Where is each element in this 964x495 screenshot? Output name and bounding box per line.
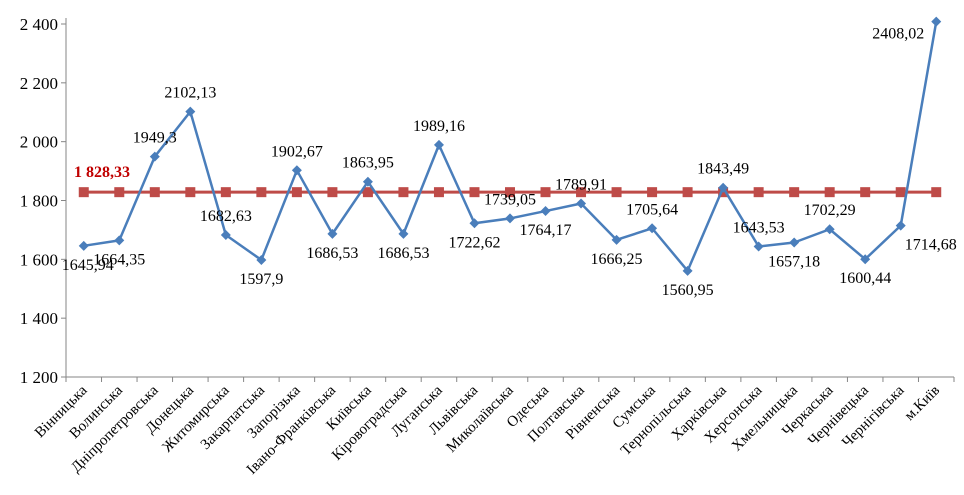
- data-label: 1764,17: [520, 222, 572, 239]
- data-label: 1714,68: [905, 237, 957, 254]
- series-marker: [647, 223, 658, 234]
- series-marker: [576, 198, 587, 209]
- data-label: 1705,64: [626, 201, 678, 218]
- y-tick-label: 2 400: [20, 15, 58, 34]
- average-marker: [824, 187, 835, 198]
- series-marker: [682, 265, 693, 276]
- average-marker: [540, 187, 551, 198]
- average-marker: [753, 187, 764, 198]
- average-marker: [149, 187, 160, 198]
- series-marker: [718, 182, 729, 193]
- series-marker: [433, 139, 444, 150]
- series-marker: [78, 240, 89, 251]
- average-marker: [647, 187, 658, 198]
- series-marker: [611, 234, 622, 245]
- average-marker: [185, 187, 196, 198]
- average-marker: [220, 187, 231, 198]
- data-label: 1664,35: [93, 251, 145, 268]
- data-label: 1843,49: [697, 161, 749, 178]
- average-marker: [327, 187, 338, 198]
- data-label: 1597,9: [239, 271, 283, 288]
- data-label: 1643,53: [733, 220, 785, 237]
- average-marker: [291, 187, 302, 198]
- average-data-label: 1 828,33: [74, 164, 130, 181]
- series-marker: [220, 230, 231, 241]
- series-marker: [398, 228, 409, 239]
- data-label: 1600,44: [839, 270, 891, 287]
- series-marker: [149, 151, 160, 162]
- series-marker: [824, 224, 835, 235]
- average-marker: [789, 187, 800, 198]
- data-label: 1682,63: [200, 208, 252, 225]
- y-tick-label: 2 000: [20, 133, 58, 152]
- y-tick-label: 1 800: [20, 192, 58, 211]
- average-marker: [860, 187, 871, 198]
- series-marker: [895, 220, 906, 231]
- data-label: 2102,13: [164, 85, 216, 102]
- average-marker: [469, 187, 480, 198]
- series-marker: [789, 237, 800, 248]
- series-line: [83, 21, 938, 273]
- average-marker: [362, 187, 373, 198]
- average-marker: [398, 187, 409, 198]
- data-label: 1949,3: [133, 130, 177, 147]
- average-marker: [611, 187, 622, 198]
- data-label: 1722,62: [448, 234, 500, 251]
- average-marker: [433, 187, 444, 198]
- series-marker: [362, 176, 373, 187]
- series-marker: [753, 241, 764, 252]
- data-label: 1863,95: [342, 155, 394, 172]
- series-marker: [256, 254, 267, 265]
- series-marker: [469, 218, 480, 229]
- data-label: 1657,18: [768, 254, 820, 271]
- series-marker: [185, 106, 196, 117]
- average-marker: [505, 187, 515, 198]
- average-marker: [682, 187, 693, 198]
- x-tick-label: м.Київ: [902, 383, 943, 424]
- data-label: 1560,95: [662, 282, 714, 299]
- data-label: 1645,94: [62, 257, 114, 274]
- series-marker: [291, 165, 302, 176]
- series-marker: [860, 254, 871, 265]
- data-label: 1686,53: [306, 245, 358, 262]
- series-marker: [505, 213, 515, 224]
- y-tick-label: 1 200: [20, 368, 58, 387]
- data-label: 1989,16: [413, 118, 465, 135]
- average-marker: [931, 187, 942, 198]
- y-tick-label: 2 200: [20, 74, 58, 93]
- series-marker: [540, 206, 551, 217]
- data-label: 1739,05: [484, 191, 536, 208]
- series-marker: [931, 16, 942, 27]
- average-marker: [895, 187, 906, 198]
- data-label: 2408,02: [872, 26, 924, 43]
- average-marker: [114, 187, 125, 198]
- y-tick-label: 1 600: [20, 250, 58, 269]
- data-label: 1789,91: [555, 176, 607, 193]
- average-marker: [256, 187, 267, 198]
- average-marker: [78, 187, 89, 198]
- series-marker: [114, 235, 125, 246]
- average-marker: [576, 187, 587, 198]
- data-label: 1702,29: [804, 202, 856, 219]
- data-label: 1902,67: [271, 143, 323, 160]
- series-marker: [327, 228, 338, 239]
- data-label: 1666,25: [591, 251, 643, 268]
- y-tick-label: 1 400: [20, 309, 58, 328]
- data-label: 1686,53: [377, 245, 429, 262]
